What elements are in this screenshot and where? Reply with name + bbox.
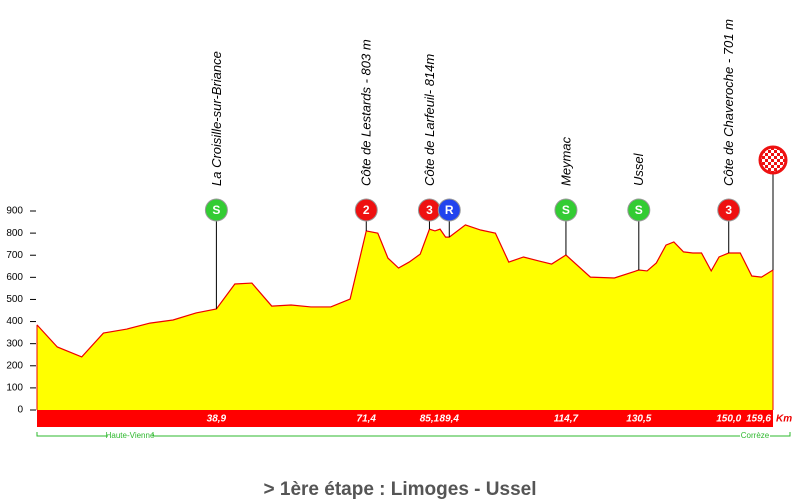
y-tick-label: 900 xyxy=(6,206,23,217)
km-label: 159,6 xyxy=(746,414,771,425)
y-tick-label: 700 xyxy=(6,250,23,261)
finish-icon xyxy=(758,145,788,175)
marker-label: Ussel xyxy=(631,152,646,186)
marker-label: Côte de Chaveroche - 701 m xyxy=(721,19,736,186)
marker-icon-label: S xyxy=(635,203,643,217)
y-tick-label: 300 xyxy=(6,338,23,349)
marker-label: Meymac xyxy=(558,136,573,186)
region-bg xyxy=(108,432,150,440)
marker-icon xyxy=(627,198,651,222)
marker-label: Côte de Lestards - 803 m xyxy=(359,39,374,186)
km-band xyxy=(37,410,773,427)
region-bracket xyxy=(152,432,791,437)
y-tick-label: 600 xyxy=(6,272,23,283)
region-label: Haute-Vienne xyxy=(106,431,155,440)
y-tick-label: 800 xyxy=(6,228,23,239)
y-tick-label: 400 xyxy=(6,316,23,327)
marker-icon xyxy=(354,198,378,222)
marker-icon xyxy=(437,198,461,222)
profile-area xyxy=(37,224,773,410)
y-tick-label: 0 xyxy=(17,405,23,416)
marker-icon-label: S xyxy=(562,203,570,217)
km-label: 85,1 xyxy=(420,414,440,425)
y-tick-label: 200 xyxy=(6,360,23,371)
profile-line xyxy=(36,224,774,358)
marker-label: Côte de Larfeuil- 814m xyxy=(422,54,437,186)
marker-icon-label: S xyxy=(212,203,220,217)
marker-icon-label: 2 xyxy=(363,203,370,217)
region-label: Corrèze xyxy=(741,431,770,440)
y-tick-label: 100 xyxy=(6,383,23,394)
km-label: 114,7 xyxy=(554,414,579,425)
marker-label: La Croisille-sur-Briance xyxy=(209,51,224,186)
km-label: 89,4 xyxy=(440,414,460,425)
km-label: 38,9 xyxy=(207,414,227,425)
marker-icon-label: 3 xyxy=(426,203,433,217)
region-bg xyxy=(740,432,770,440)
marker-icon xyxy=(717,198,741,222)
km-unit: Km xyxy=(776,414,792,425)
marker-icon xyxy=(554,198,578,222)
profile-chart: 0 100 200 300 400 500 600 700 800 900 S La Croisill… xyxy=(6,19,792,427)
marker-icon xyxy=(204,198,228,222)
marker-icon-label: 3 xyxy=(725,203,732,217)
km-label: 71,4 xyxy=(357,414,377,425)
chart-title: > 1ère étape : Limoges - Ussel xyxy=(264,479,537,500)
marker-icon-label: R xyxy=(445,203,454,217)
y-tick-label: 500 xyxy=(6,294,23,305)
km-label: 150,0 xyxy=(716,414,741,425)
km-label: 130,5 xyxy=(626,414,651,425)
